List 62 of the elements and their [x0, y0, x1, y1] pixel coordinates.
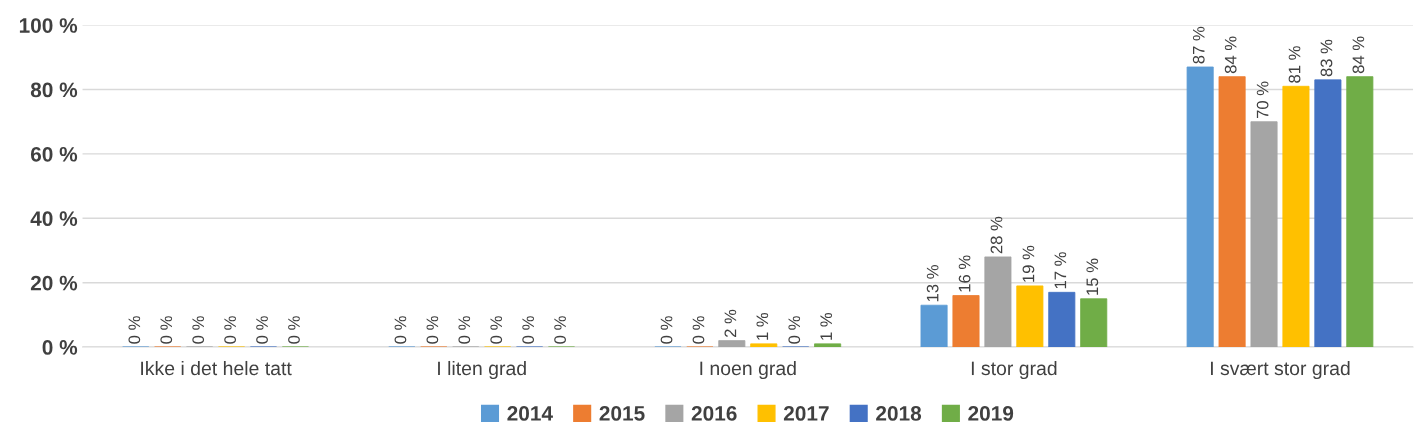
- y-tick-label: 20 %: [30, 275, 78, 291]
- data-label: 17 %: [1054, 252, 1067, 289]
- data-label: 0 %: [128, 316, 141, 344]
- bar: [1218, 76, 1246, 348]
- data-label: 13 %: [926, 265, 939, 302]
- data-label: 87 %: [1192, 26, 1205, 64]
- legend-label: 2016: [691, 406, 737, 421]
- data-label: 81 %: [1288, 46, 1301, 83]
- bar: [718, 340, 746, 348]
- bar: [1346, 76, 1374, 348]
- legend-label: 2018: [876, 406, 922, 421]
- data-label: 0 %: [288, 316, 300, 344]
- data-label: 1 %: [756, 312, 769, 340]
- bar: [1048, 291, 1076, 348]
- legend-label: 2014: [507, 406, 553, 421]
- data-label: 0 %: [160, 316, 173, 344]
- data-label: 84 %: [1224, 36, 1237, 74]
- data-label: 0 %: [660, 316, 673, 344]
- y-tick-label: 100 %: [19, 18, 78, 33]
- data-label: 0 %: [554, 316, 566, 344]
- bar: [984, 256, 1012, 348]
- x-tick-label: I svært stor grad: [1211, 360, 1350, 380]
- bar: [1016, 285, 1044, 348]
- y-tick-label: 40 %: [30, 211, 78, 227]
- data-label: 19 %: [1022, 245, 1035, 282]
- bar: [1080, 298, 1108, 348]
- bar: [814, 343, 842, 348]
- legend-label: 2015: [599, 406, 645, 421]
- data-label: 0 %: [192, 316, 205, 344]
- data-label: 70 %: [1256, 81, 1269, 119]
- y-tick-label: 80 %: [30, 82, 78, 98]
- data-label: 0 %: [458, 316, 471, 344]
- bar: [750, 343, 778, 348]
- data-label: 2 %: [724, 309, 737, 338]
- data-label: 0 %: [224, 316, 237, 344]
- legend-label: 2017: [783, 406, 829, 421]
- data-label: 0 %: [692, 316, 705, 344]
- data-label: 0 %: [426, 316, 439, 344]
- bar: [1186, 66, 1214, 348]
- data-label: 16 %: [958, 255, 971, 292]
- x-tick-label: I noen grad: [700, 360, 796, 380]
- data-label: 0 %: [490, 316, 503, 344]
- data-label: 1 %: [820, 312, 833, 340]
- y-tick-label: 60 %: [30, 146, 78, 162]
- bar: [952, 295, 980, 348]
- bar: [920, 304, 948, 348]
- bar: [1282, 85, 1310, 348]
- data-label: 0 %: [522, 316, 535, 344]
- bar: [1314, 79, 1342, 348]
- data-label: 0 %: [788, 316, 801, 344]
- data-label: 28 %: [990, 216, 1003, 254]
- data-label: 15 %: [1086, 258, 1099, 295]
- x-tick-label: Ikke i det hele tatt: [141, 360, 292, 376]
- data-label: 0 %: [256, 316, 268, 344]
- y-tick-label: 0 %: [42, 340, 78, 355]
- legend-label: 2019: [968, 406, 1014, 421]
- data-label: 0 %: [394, 316, 407, 344]
- x-tick-label: I stor grad: [971, 360, 1057, 380]
- x-tick-label: I liten grad: [438, 360, 526, 380]
- data-label: 84 %: [1352, 36, 1365, 74]
- bar: [1250, 121, 1278, 348]
- data-label: 83 %: [1320, 39, 1333, 77]
